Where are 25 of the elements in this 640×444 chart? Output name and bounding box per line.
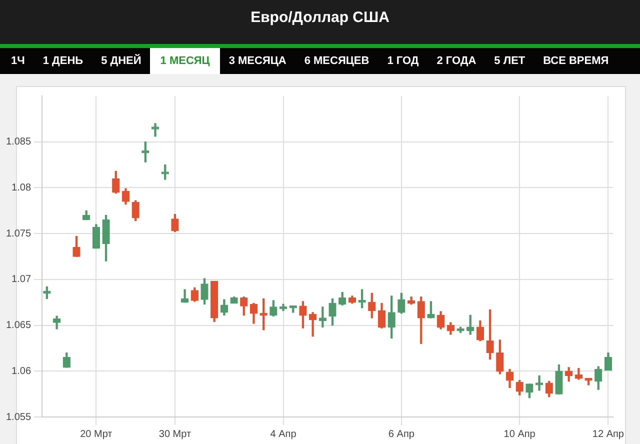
y-tick-label: 1.055 (6, 412, 32, 423)
y-tick-label: 1.08 (12, 182, 32, 194)
x-tick-label: 30 Мрт (158, 428, 192, 440)
y-tick-label: 1.085 (6, 136, 32, 148)
y-tick-label: 1.06 (12, 366, 32, 377)
candlestick (151, 123, 160, 137)
x-tick-label: 10 Апр (504, 428, 536, 440)
text: 6 МЕСЯЦЕВ (303, 54, 370, 69)
text: 1Ч (10, 54, 26, 69)
text: ВСЕ ВРЕМЯ (542, 54, 610, 69)
x-tick-label: 20 Мрт (80, 428, 113, 440)
x-tick-label: 6 Апр (388, 428, 415, 440)
chart-title: Евро/Доллар США (0, 0, 640, 48)
text: 3 МЕСЯЦА (228, 54, 288, 69)
x-tick-label: 4 Апр (270, 428, 297, 440)
text: 5 ДНЕЙ (100, 53, 142, 69)
text: 1 МЕСЯЦ (150, 48, 220, 74)
y-tick-label: 1.075 (6, 228, 32, 240)
text: 2 ГОДА (436, 54, 478, 69)
x-tick-label: 12 Апр (592, 428, 624, 440)
y-tick-label: 1.07 (12, 274, 32, 286)
text: 5 ЛЕТ (493, 54, 526, 69)
text: 1 ДЕНЬ (42, 54, 84, 69)
y-tick-label: 1.065 (6, 320, 32, 332)
text: 1 ГОД (386, 54, 420, 69)
